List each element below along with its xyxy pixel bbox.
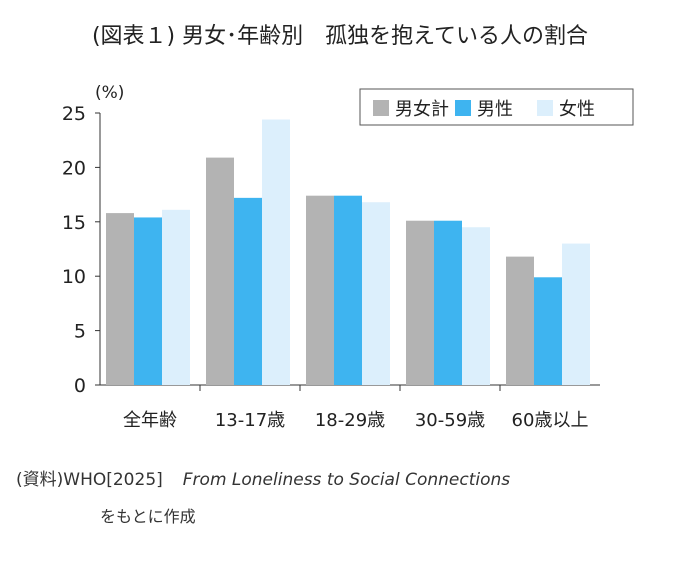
chart-title: (図表１) 男女･年齢別 孤独を抱えている人の割合: [91, 24, 589, 49]
y-tick-label: 25: [62, 103, 86, 125]
bar: [106, 213, 134, 385]
bar: [306, 195, 334, 385]
bar: [434, 220, 462, 385]
legend-label: 男女計: [395, 99, 449, 120]
bar: [506, 256, 534, 385]
source-prefix: (資料)WHO[2025]: [16, 470, 163, 490]
chart-legend: 男女計 男性 女性: [359, 88, 634, 126]
y-axis-label: (%): [95, 83, 124, 103]
legend-swatch: [373, 100, 389, 116]
legend-label: 女性: [559, 99, 595, 120]
bar: [362, 202, 390, 385]
source-note-line2: をもとに作成: [100, 507, 196, 526]
category-label: 18-29歳: [315, 410, 385, 431]
y-tick-label: 5: [74, 321, 86, 343]
bar: [534, 277, 562, 385]
category-label: 13-17歳: [215, 410, 285, 431]
legend-swatch: [537, 100, 553, 116]
category-label: 60歳以上: [512, 410, 589, 431]
bar: [134, 217, 162, 385]
category-label: 30-59歳: [415, 410, 485, 431]
bar: [234, 197, 262, 385]
source-title: From Loneliness to Social Connections: [182, 470, 511, 490]
bar: [206, 157, 234, 385]
bar-chart: 0 5 10 15 20 25 (%) 全年齢 13-17歳 18-29歳 30-59歳 60歳以上…: [62, 83, 634, 431]
y-tick-label: 15: [62, 212, 86, 234]
bar: [334, 195, 362, 385]
y-tick-label: 20: [62, 157, 86, 179]
bar: [462, 227, 490, 385]
bar: [162, 209, 190, 385]
legend-swatch: [455, 100, 471, 116]
bar: [406, 220, 434, 385]
legend-box: [359, 88, 634, 126]
legend-label: 男性: [477, 99, 513, 120]
source-note: (資料)WHO[2025] From Loneliness to Social C…: [16, 465, 510, 490]
chart-bars: [106, 119, 590, 385]
y-tick-label: 0: [74, 375, 86, 397]
category-label: 全年齢: [123, 410, 177, 431]
y-tick-label: 10: [62, 266, 86, 288]
category-labels: 全年齢 13-17歳 18-29歳 30-59歳 60歳以上: [123, 410, 588, 431]
bar: [262, 119, 290, 385]
bar: [562, 243, 590, 385]
